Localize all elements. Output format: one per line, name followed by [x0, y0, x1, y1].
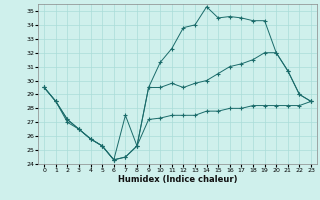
X-axis label: Humidex (Indice chaleur): Humidex (Indice chaleur)	[118, 175, 237, 184]
